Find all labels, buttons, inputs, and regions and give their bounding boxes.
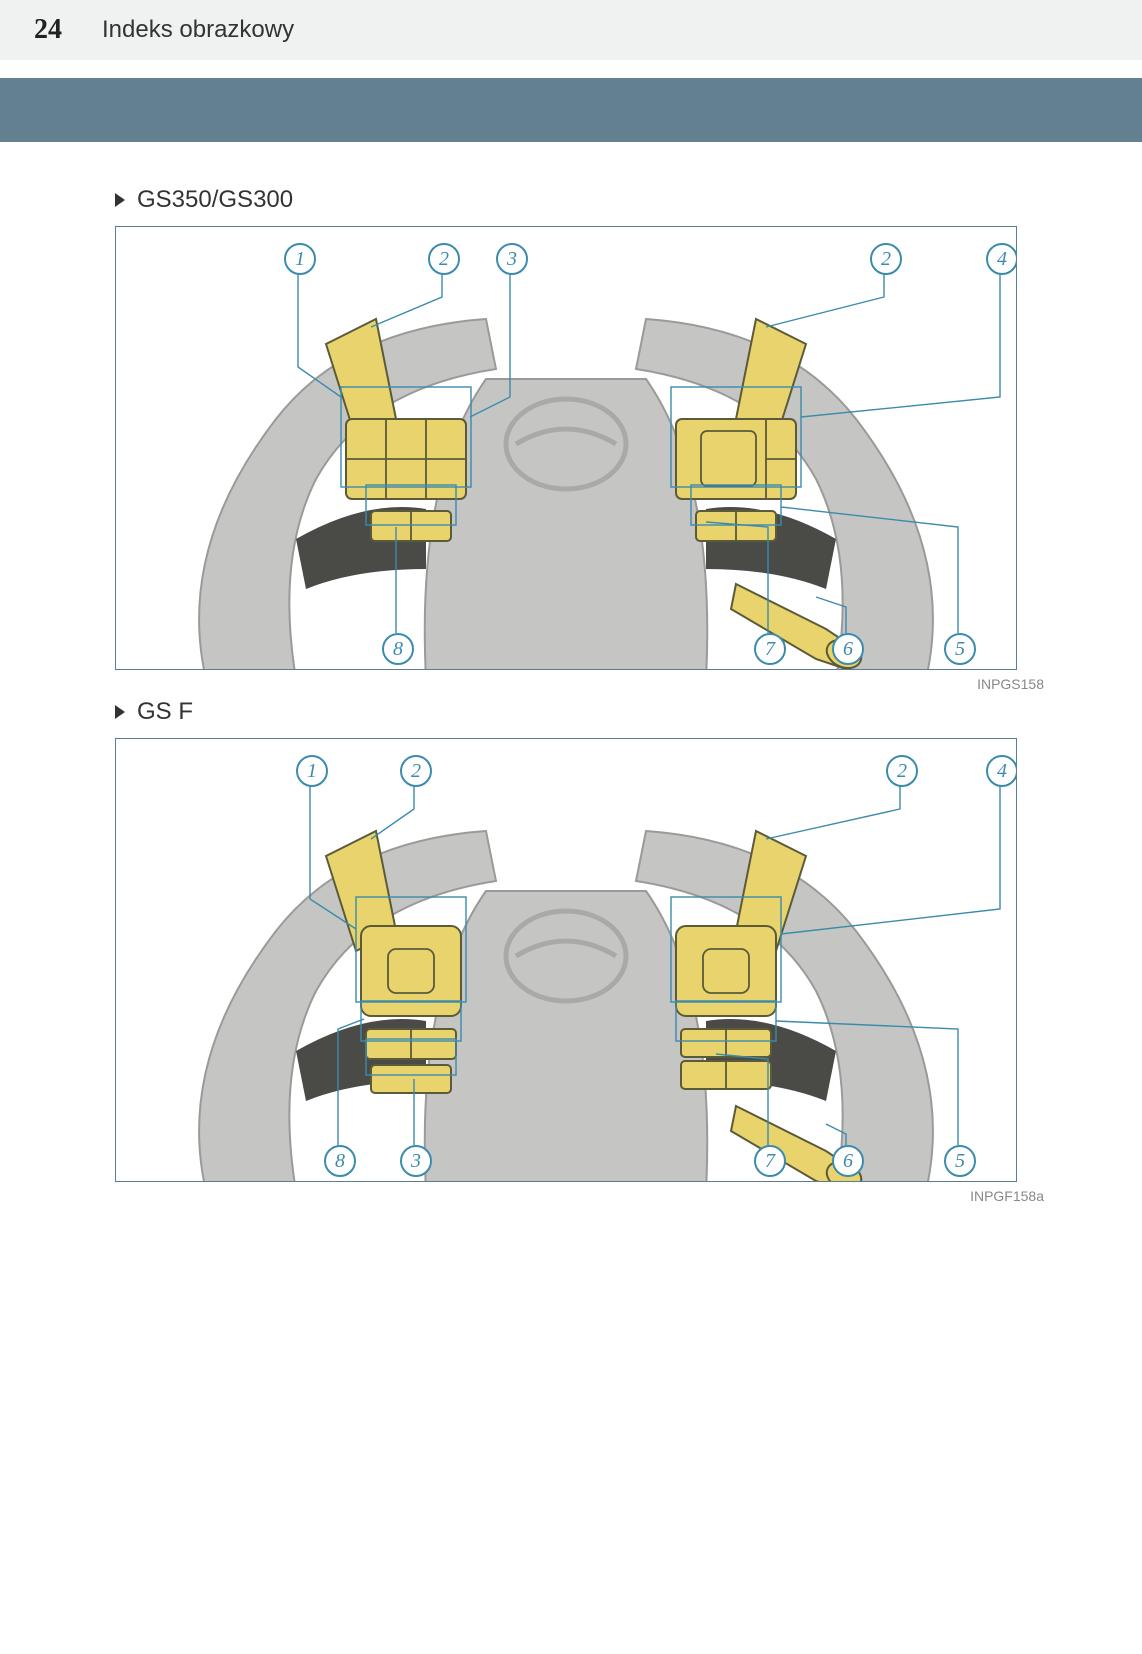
diagram-heading-text: GS F <box>137 698 193 726</box>
callout-bubble: 3 <box>496 243 528 275</box>
steering-wheel-diagram: 1 2 3 2 4 8 7 6 5 <box>115 226 1017 670</box>
callout-number: 1 <box>295 248 305 271</box>
triangle-bullet-icon <box>115 705 125 719</box>
header-title: Indeks obrazkowy <box>102 16 294 44</box>
callout-bubble: 7 <box>754 1145 786 1177</box>
callout-number: 7 <box>765 638 775 661</box>
callout-number: 4 <box>997 248 1007 271</box>
callout-bubble: 1 <box>296 755 328 787</box>
manual-page: 24 Indeks obrazkowy GS350/GS300 <box>0 0 1142 1654</box>
callout-bubble: 2 <box>886 755 918 787</box>
callout-number: 6 <box>843 1150 853 1173</box>
callout-bubble: 8 <box>382 633 414 665</box>
lead-lines <box>116 227 1016 669</box>
diagram-wrap: 1 2 2 4 8 3 7 6 5 <box>115 738 1052 1182</box>
callout-bubble: 2 <box>400 755 432 787</box>
callout-bubble: 4 <box>986 243 1017 275</box>
callout-number: 2 <box>881 248 891 271</box>
callout-number: 2 <box>411 760 421 783</box>
lead-lines <box>116 739 1016 1181</box>
callout-number: 8 <box>393 638 403 661</box>
callout-bubble: 4 <box>986 755 1017 787</box>
diagram-wrap: 1 2 3 2 4 8 7 6 5 <box>115 226 1052 670</box>
callout-bubble: 5 <box>944 1145 976 1177</box>
callout-number: 1 <box>307 760 317 783</box>
triangle-bullet-icon <box>115 193 125 207</box>
diagram-heading: GS F <box>115 698 1052 726</box>
callout-number: 7 <box>765 1150 775 1173</box>
callout-number: 2 <box>897 760 907 783</box>
callout-bubble: 6 <box>832 1145 864 1177</box>
page-header: 24 Indeks obrazkowy <box>0 0 1142 60</box>
diagram-image-code: INPGS158 <box>977 676 1044 692</box>
callout-number: 8 <box>335 1150 345 1173</box>
callout-number: 3 <box>411 1150 421 1173</box>
callout-bubble: 2 <box>428 243 460 275</box>
callout-bubble: 7 <box>754 633 786 665</box>
diagram-heading-text: GS350/GS300 <box>137 186 293 214</box>
callout-bubble: 1 <box>284 243 316 275</box>
callout-number: 4 <box>997 760 1007 783</box>
diagram-image-code: INPGF158a <box>970 1188 1044 1204</box>
callout-number: 5 <box>955 638 965 661</box>
page-number: 24 <box>34 14 62 46</box>
callout-bubble: 5 <box>944 633 976 665</box>
callout-number: 5 <box>955 1150 965 1173</box>
page-content: GS350/GS300 <box>0 142 1142 1182</box>
callout-bubble: 2 <box>870 243 902 275</box>
callout-bubble: 6 <box>832 633 864 665</box>
diagram-heading: GS350/GS300 <box>115 186 1052 214</box>
callout-number: 2 <box>439 248 449 271</box>
section-tab-bar <box>0 78 1142 142</box>
steering-wheel-diagram: 1 2 2 4 8 3 7 6 5 <box>115 738 1017 1182</box>
callout-bubble: 8 <box>324 1145 356 1177</box>
callout-number: 3 <box>507 248 517 271</box>
callout-number: 6 <box>843 638 853 661</box>
callout-bubble: 3 <box>400 1145 432 1177</box>
